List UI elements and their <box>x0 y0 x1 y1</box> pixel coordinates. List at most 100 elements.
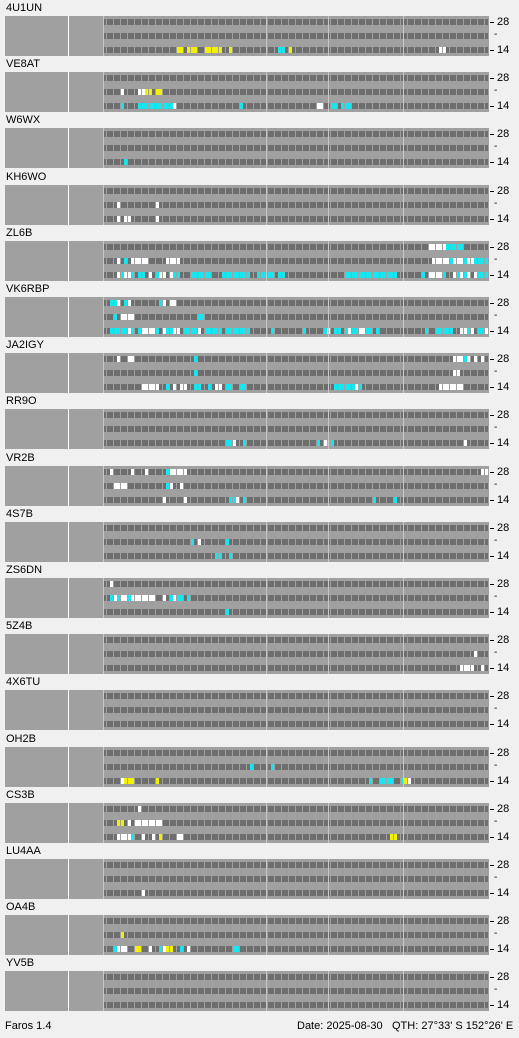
station-timeline <box>5 72 489 112</box>
signal-cell <box>485 637 488 643</box>
signal-cell <box>485 426 488 432</box>
band-row <box>103 131 489 137</box>
signal-cell <box>485 693 488 699</box>
station-timeline <box>5 634 489 674</box>
band-label-14: 14 <box>497 437 509 449</box>
band-row <box>103 370 489 376</box>
station-timeline <box>5 466 489 506</box>
band-label-28: 28 <box>497 16 509 28</box>
hour-gridline <box>328 634 329 674</box>
band-label-14: 14 <box>497 213 509 225</box>
panel-divider <box>68 241 69 281</box>
station-panel: JA2IGY 28-14 <box>0 339 519 393</box>
signal-cell <box>485 539 488 545</box>
hour-gridline <box>103 128 104 168</box>
hour-gridline <box>266 634 267 674</box>
band-row <box>103 356 489 362</box>
signal-cell <box>485 581 488 587</box>
signal-cell <box>485 75 488 81</box>
band-grid <box>103 16 489 56</box>
hour-gridline <box>403 522 404 562</box>
station-panel: VR2B 28-14 <box>0 452 519 506</box>
hour-gridline <box>328 409 329 449</box>
signal-cell <box>485 525 488 531</box>
station-callsign: VE8AT <box>6 58 40 71</box>
signal-cell <box>485 553 488 559</box>
band-row <box>103 778 489 784</box>
signal-cell <box>485 764 488 770</box>
band-tick <box>490 612 494 613</box>
panel-divider <box>68 747 69 787</box>
hour-gridline <box>328 185 329 225</box>
station-panel: ZS6DN 28-14 <box>0 564 519 618</box>
station-timeline <box>5 522 489 562</box>
band-row <box>103 693 489 699</box>
hour-gridline <box>266 522 267 562</box>
band-row <box>103 258 489 264</box>
band-label-28: 28 <box>497 128 509 140</box>
band-label-mid: - <box>494 480 497 490</box>
band-row <box>103 595 489 601</box>
panel-divider <box>68 578 69 618</box>
hour-gridline <box>328 690 329 730</box>
signal-cell <box>485 651 488 657</box>
signal-cell <box>485 131 488 137</box>
station-callsign: KH6WO <box>6 171 46 184</box>
signal-cell <box>485 595 488 601</box>
band-row <box>103 764 489 770</box>
band-row <box>103 497 489 503</box>
band-label-mid: - <box>494 142 497 152</box>
band-row <box>103 637 489 643</box>
band-label-28: 28 <box>497 185 509 197</box>
signal-cell <box>485 707 488 713</box>
band-grid <box>103 72 489 112</box>
band-tick <box>490 500 494 501</box>
band-tick <box>490 556 494 557</box>
hour-gridline <box>103 353 104 393</box>
band-grid <box>103 634 489 674</box>
band-tick <box>490 640 494 641</box>
band-grid <box>103 522 489 562</box>
band-label-mid: - <box>494 30 497 40</box>
station-timeline <box>5 185 489 225</box>
hour-gridline <box>403 241 404 281</box>
hour-gridline <box>403 353 404 393</box>
station-callsign: JA2IGY <box>6 339 44 352</box>
signal-cell <box>485 328 488 334</box>
band-row <box>103 75 489 81</box>
band-tick <box>490 162 494 163</box>
band-label-14: 14 <box>497 606 509 618</box>
band-label-mid: - <box>494 536 497 546</box>
hour-gridline <box>403 690 404 730</box>
hour-gridline <box>103 634 104 674</box>
panel-divider <box>68 72 69 112</box>
band-tick <box>490 106 494 107</box>
band-row <box>103 314 489 320</box>
signal-cell <box>485 216 488 222</box>
band-grid <box>103 128 489 168</box>
band-row <box>103 651 489 657</box>
band-label-28: 28 <box>497 297 509 309</box>
station-timeline <box>5 578 489 618</box>
band-tick <box>490 387 494 388</box>
band-label-28: 28 <box>497 747 509 759</box>
hour-gridline <box>103 747 104 787</box>
band-row <box>103 188 489 194</box>
signal-cell <box>485 244 488 250</box>
station-callsign: OH2B <box>6 733 36 746</box>
hour-gridline <box>103 690 104 730</box>
hour-gridline <box>403 16 404 56</box>
band-row <box>103 103 489 109</box>
station-timeline <box>5 803 489 843</box>
hour-gridline <box>328 747 329 787</box>
hour-gridline <box>266 185 267 225</box>
band-row <box>103 665 489 671</box>
signal-cell <box>485 750 488 756</box>
band-tick <box>490 415 494 416</box>
signal-cell <box>485 47 488 53</box>
band-tick <box>490 134 494 135</box>
band-label-14: 14 <box>497 325 509 337</box>
signal-cell <box>485 412 488 418</box>
hour-gridline <box>103 16 104 56</box>
signal-cell <box>485 258 488 264</box>
